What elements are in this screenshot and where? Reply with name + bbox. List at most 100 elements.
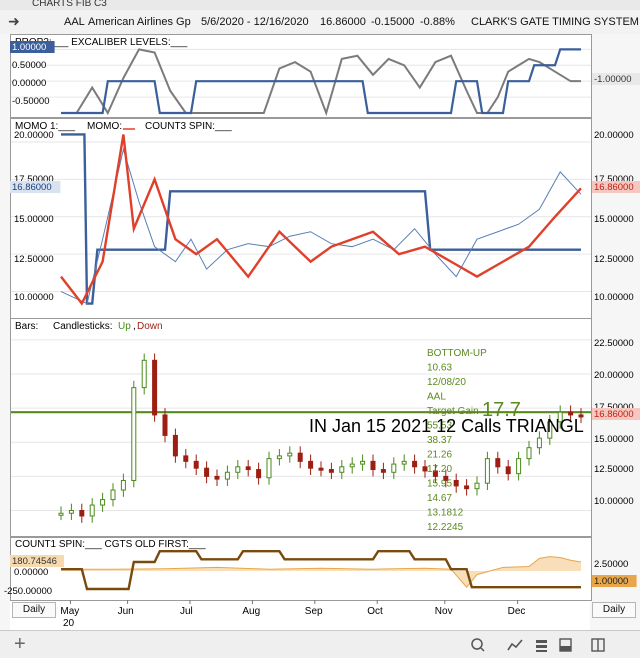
- price-change: -0.15000: [371, 16, 415, 28]
- count3-legend: COUNT3 SPIN:___: [145, 121, 232, 132]
- date-range: 5/6/2020 - 12/16/2020: [201, 16, 309, 28]
- x-axis-year: 20: [63, 618, 75, 628]
- momo-panel[interactable]: MOMO 1:___ MOMO: COUNT3 SPIN:___: [10, 118, 592, 319]
- momo-y-tick: 15.00000: [594, 214, 634, 225]
- count-right-badge: 1.00000: [594, 576, 628, 587]
- window-title: CHARTS FIB C3: [32, 0, 107, 9]
- add-button[interactable]: +: [14, 633, 26, 655]
- candle-body: [204, 467, 210, 477]
- candle-body: [412, 460, 418, 468]
- annotation-line: 15.95: [427, 479, 452, 490]
- annotation-line: 55.53: [427, 421, 452, 432]
- prop-chart: PROP2:___ EXCALIBER LEVELS:___: [11, 37, 591, 117]
- last-price: 16.86000: [320, 16, 366, 28]
- candle-body: [224, 471, 230, 480]
- layout-icon[interactable]: [591, 638, 605, 652]
- candle-body: [100, 499, 106, 506]
- prop-y-tick: 0.00000: [12, 78, 46, 89]
- count3-spin-series-line: [61, 133, 581, 305]
- candle-body: [536, 437, 542, 449]
- momo-y-tick-left: 12.50000: [14, 254, 54, 265]
- toolbar: ➜ AAL American Airlines Gp 5/6/2020 - 12…: [0, 10, 640, 35]
- candle-body: [339, 466, 345, 473]
- prop-legend: PROP2:___ EXCALIBER LEVELS:___: [15, 37, 188, 48]
- count-panel[interactable]: COUNT1 SPIN:___ CGTS OLD FIRST:___: [10, 537, 592, 601]
- candle-body: [297, 452, 303, 462]
- excaliber-series-line: [61, 48, 581, 115]
- x-tick-label: May: [60, 606, 79, 617]
- price-y-tick: 17.50000: [594, 402, 634, 413]
- candle-body: [557, 411, 563, 423]
- candle-body: [318, 467, 324, 471]
- candle-body: [120, 479, 126, 491]
- candles-down-legend: Down: [137, 321, 163, 332]
- candle-body: [287, 452, 293, 457]
- prop-y-tick: 0.50000: [12, 60, 46, 71]
- candle-body: [453, 479, 459, 487]
- annotation-line: 10.63: [427, 363, 452, 374]
- bottom-toolbar: +: [0, 630, 640, 658]
- line-chart-icon[interactable]: [507, 639, 523, 651]
- search-icon[interactable]: [471, 638, 485, 652]
- period-selector-left[interactable]: Daily: [12, 602, 56, 618]
- price-panel[interactable]: Bars: Candlesticks: Up , Down BOTTOM-UP 1…: [10, 318, 592, 548]
- candle-body: [58, 512, 64, 516]
- candle-body: [328, 469, 334, 473]
- prop-left-badge: 1.00000: [12, 42, 46, 53]
- momo-y-tick-left: 17.50000: [14, 174, 54, 185]
- price-y-tick: 12.50000: [594, 464, 634, 475]
- count-chart: COUNT1 SPIN:___ CGTS OLD FIRST:___: [15, 539, 582, 591]
- price-chart: Bars: Candlesticks: Up , Down BOTTOM-UP 1…: [11, 321, 591, 548]
- candle-body: [391, 463, 397, 473]
- candle-body: [505, 466, 511, 475]
- annotation-banner: IN Jan 15 2021 12 Calls TRIANGL: [309, 416, 584, 436]
- stack-icon[interactable]: [536, 640, 547, 652]
- annotation-big-value: 17.7: [482, 399, 521, 421]
- candles-up-legend: Up: [118, 321, 131, 332]
- count1-spin-series-line: [61, 549, 581, 591]
- symbol: AAL: [64, 16, 85, 28]
- momo-chart: MOMO 1:___ MOMO: COUNT3 SPIN:___: [11, 121, 591, 306]
- candle-body: [183, 455, 189, 462]
- candle-body: [266, 458, 272, 479]
- prop-panel[interactable]: PROP2:___ EXCALIBER LEVELS:___: [10, 34, 592, 118]
- candle-body: [245, 466, 251, 471]
- candle-body: [131, 387, 137, 481]
- x-tick-label: Oct: [367, 606, 383, 617]
- price-y-tick: 15.00000: [594, 434, 634, 445]
- candle-body: [110, 489, 116, 501]
- annotation-line: 12/08/20: [427, 377, 466, 388]
- left-badges: 1.000000.500000.00000-0.500001.0000020.0…: [4, 41, 64, 597]
- bars-legend: Bars:: [15, 321, 38, 332]
- candle-body: [79, 510, 85, 517]
- candle-body: [484, 458, 490, 484]
- momo-left-badge: 16.86000: [12, 182, 52, 193]
- momo-right-badge: 16.86000: [594, 182, 634, 193]
- annotation-line: 38.37: [427, 435, 452, 446]
- momo-left-badge-bg: [10, 181, 61, 193]
- price-right-badge-bg: [592, 408, 640, 420]
- x-tick-label: Jul: [180, 606, 193, 617]
- momo-y-tick-left: 10.00000: [14, 292, 54, 303]
- x-tick-label: Jun: [118, 606, 134, 617]
- candle-body: [152, 359, 158, 416]
- forward-arrow-icon[interactable]: ➜: [8, 13, 20, 29]
- x-axis: May Jun Jul Aug Sep Oct Nov Dec 20: [60, 600, 525, 628]
- annotation-line: 21.26: [427, 450, 452, 461]
- x-tick-label: Nov: [435, 606, 453, 617]
- period-selector-right[interactable]: Daily: [592, 602, 636, 618]
- candle-body: [401, 460, 407, 465]
- candle-body: [162, 414, 168, 436]
- price-right-badge: 16.86000: [594, 409, 634, 420]
- annotation-line: 14.67: [427, 493, 452, 504]
- panel-icon[interactable]: [559, 638, 572, 652]
- candle-body: [349, 463, 355, 468]
- footer-icons: [471, 638, 605, 652]
- prop2-series-line: [61, 48, 581, 117]
- prop-y-tick: -0.50000: [12, 96, 50, 107]
- annotation-line: Target Gain: [427, 406, 479, 417]
- candle-body: [360, 460, 366, 465]
- count-right-badge-bg: [592, 575, 637, 587]
- momo-series-line: [60, 134, 582, 306]
- momo-y-tick-left: 15.00000: [14, 214, 54, 225]
